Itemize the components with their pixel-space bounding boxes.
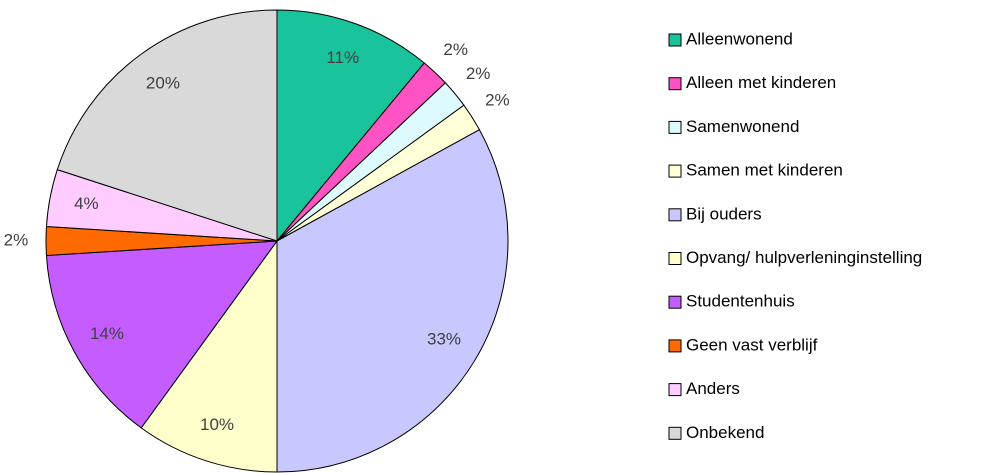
pie: 11% 2% 2% 2% 33% 10% 14% 2% 4% 20% xyxy=(4,9,510,473)
legend-label: Opvang/ hulpverleninginstelling xyxy=(686,248,922,267)
legend-label: Samenwonend xyxy=(686,117,799,136)
data-label: 14% xyxy=(90,324,124,343)
legend-swatch xyxy=(668,33,682,47)
legend-swatch xyxy=(668,120,682,134)
pie-slice xyxy=(56,9,278,242)
legend-swatch xyxy=(668,339,682,353)
legend-swatch xyxy=(668,295,682,309)
legend-swatch xyxy=(668,77,682,91)
legend-swatch xyxy=(668,208,682,222)
data-label: 2% xyxy=(4,230,29,249)
pie-slice xyxy=(45,240,279,429)
data-label: 2% xyxy=(443,40,468,59)
legend-swatch xyxy=(668,164,682,178)
data-label: 33% xyxy=(427,329,461,348)
legend-label: Samen met kinderen xyxy=(686,161,843,180)
legend: Alleenwonend Alleen met kinderen Samenwone… xyxy=(668,29,922,442)
data-label: 10% xyxy=(200,415,234,434)
legend-label: Onbekend xyxy=(686,423,764,442)
legend-swatch xyxy=(668,426,682,440)
data-label: 11% xyxy=(326,48,359,67)
data-label: 2% xyxy=(485,91,510,110)
legend-label: Studentenhuis xyxy=(686,292,795,311)
legend-label: Alleenwonend xyxy=(686,29,793,48)
data-label: 4% xyxy=(74,194,99,213)
data-label: 20% xyxy=(146,74,180,93)
pie-slice xyxy=(276,9,425,243)
pie-slice xyxy=(276,129,509,473)
legend-swatch xyxy=(668,383,682,397)
legend-label: Bij ouders xyxy=(686,204,762,223)
legend-swatch xyxy=(668,252,682,265)
legend-label: Alleen met kinderen xyxy=(686,73,836,92)
legend-label: Anders xyxy=(686,379,740,398)
data-label: 2% xyxy=(466,64,491,83)
legend-label: Geen vast verblijf xyxy=(686,335,818,354)
pie-slice xyxy=(140,239,278,473)
